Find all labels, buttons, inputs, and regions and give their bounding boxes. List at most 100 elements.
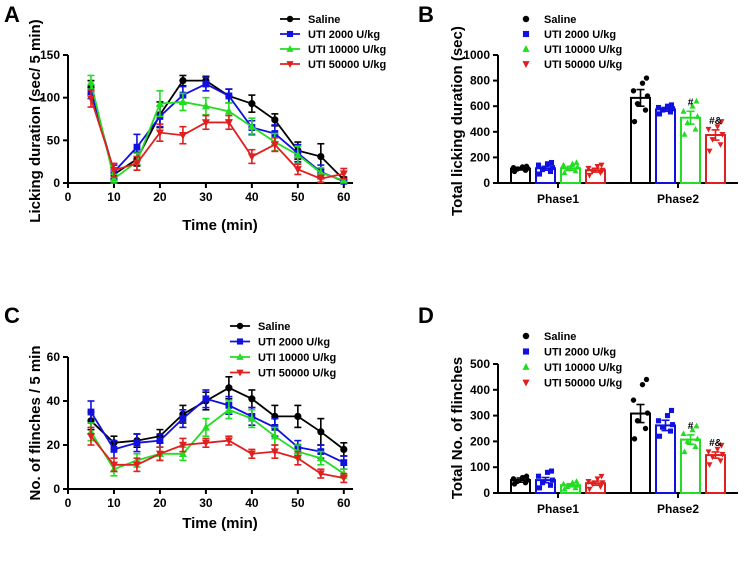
data-point	[133, 439, 141, 447]
data-point	[316, 168, 325, 176]
y-tick-label: 200	[470, 150, 490, 164]
x-tick-label: 60	[337, 190, 351, 204]
legend-label: UTI 50000 U/kg	[544, 59, 622, 71]
data-point	[643, 376, 650, 383]
data-point	[247, 450, 256, 459]
data-point	[644, 93, 651, 99]
data-point	[655, 418, 662, 424]
panel-letter: C	[4, 303, 20, 328]
data-point	[634, 418, 641, 424]
data-point	[656, 111, 663, 117]
data-point	[561, 485, 568, 492]
data-point	[689, 102, 696, 109]
data-point	[316, 453, 325, 462]
data-point	[594, 476, 601, 483]
data-point	[539, 480, 546, 486]
significance-mark: #	[688, 421, 694, 432]
legend-marker	[286, 15, 294, 23]
legend-label: UTI 10000 U/kg	[308, 44, 386, 56]
data-point	[560, 480, 567, 487]
x-tick-label: 50	[291, 496, 305, 510]
x-tick-label: 30	[199, 190, 213, 204]
data-point	[572, 167, 579, 174]
x-tick-label: 40	[245, 190, 259, 204]
y-tick-label: 500	[470, 357, 490, 371]
legend-label: Saline	[308, 14, 340, 26]
data-point	[339, 474, 348, 483]
data-point	[86, 95, 95, 103]
data-point	[717, 458, 724, 465]
legend-label: UTI 50000 U/kg	[308, 59, 386, 71]
data-point	[201, 101, 210, 110]
data-point	[668, 407, 675, 413]
data-point	[573, 159, 580, 165]
y-tick-label: 400	[470, 125, 490, 139]
data-point	[694, 435, 701, 442]
legend-marker	[522, 332, 530, 340]
y-tick-label: 0	[53, 482, 60, 496]
data-point	[248, 395, 256, 403]
series-1	[87, 389, 348, 471]
data-point	[717, 142, 724, 148]
category-label: Phase1	[537, 192, 579, 206]
data-point	[631, 118, 638, 125]
data-point	[247, 122, 256, 130]
data-point	[536, 485, 543, 491]
legend-label: Saline	[544, 331, 576, 343]
legend-label: UTI 2000 U/kg	[258, 337, 330, 349]
data-point	[659, 107, 666, 113]
legend-marker	[522, 15, 530, 23]
y-tick-label: 600	[470, 99, 490, 113]
data-point	[589, 481, 596, 488]
data-point	[109, 461, 118, 470]
data-point	[535, 473, 542, 479]
data-point	[547, 482, 554, 488]
data-point	[201, 439, 210, 448]
data-point	[718, 442, 725, 449]
data-point	[549, 165, 556, 171]
series-line	[90, 83, 345, 183]
data-point	[544, 469, 551, 475]
data-point	[270, 141, 279, 149]
legend: Saline UTI 2000 U/kg UTI 10000 U/kg UTI 500…	[522, 331, 622, 390]
data-point	[510, 164, 517, 171]
bar	[655, 108, 676, 184]
data-point	[714, 124, 721, 130]
legend-marker	[522, 61, 530, 68]
series-line	[90, 79, 345, 181]
data-point	[317, 152, 325, 161]
data-point	[178, 441, 187, 450]
data-point	[510, 476, 517, 482]
legend-label: UTI 10000 U/kg	[544, 362, 622, 374]
data-point	[630, 397, 637, 403]
data-point	[693, 97, 700, 104]
data-point	[684, 119, 691, 126]
data-point	[224, 405, 233, 413]
bar	[680, 116, 701, 184]
data-point	[247, 414, 256, 422]
legend-marker	[286, 30, 294, 38]
data-point	[680, 430, 687, 437]
legend-label: UTI 10000 U/kg	[258, 352, 336, 364]
data-point	[692, 125, 699, 132]
data-point	[248, 100, 256, 108]
data-point	[598, 162, 605, 169]
data-point	[669, 106, 676, 112]
x-tick-label: 0	[65, 190, 72, 204]
data-point	[225, 384, 233, 392]
y-tick-label: 400	[470, 383, 490, 397]
legend-label: Saline	[544, 14, 576, 26]
data-point	[709, 137, 716, 143]
data-point	[574, 481, 581, 488]
data-point	[201, 423, 210, 431]
data-point	[544, 161, 551, 167]
data-point	[339, 176, 348, 184]
x-tick-label: 20	[153, 496, 167, 510]
data-point	[132, 461, 141, 470]
data-point	[224, 106, 233, 115]
data-point	[709, 454, 716, 461]
data-point	[564, 483, 571, 489]
y-axis-title: Total No. of flinches	[449, 357, 466, 499]
